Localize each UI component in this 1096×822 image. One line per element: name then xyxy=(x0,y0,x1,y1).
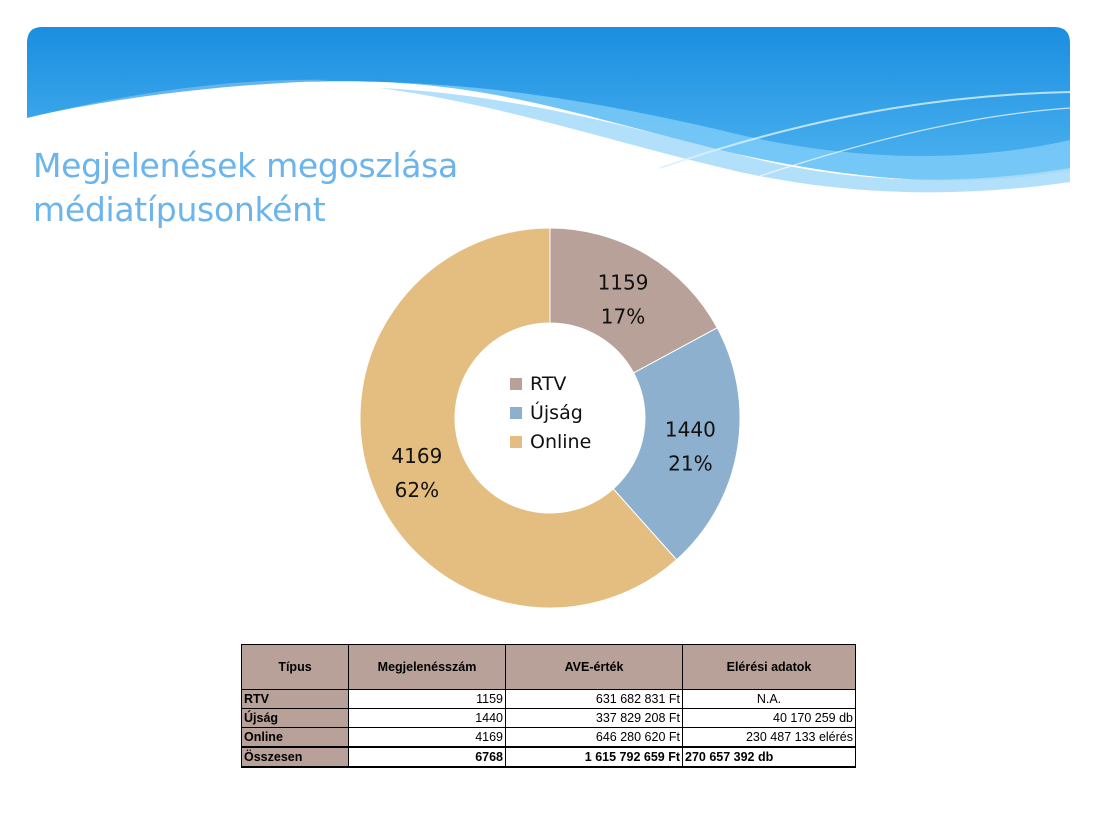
cell-reach: 40 170 259 db xyxy=(682,708,856,728)
table-row: Újság 1440 337 829 208 Ft 40 170 259 db xyxy=(241,708,856,728)
cell-ave: 646 280 620 Ft xyxy=(505,727,683,748)
slide-title: Megjelenések megoszlása médiatípusonként xyxy=(33,144,553,232)
header-ave-ertek: AVE-érték xyxy=(505,644,683,690)
slice-value-label-ujsag: 1440 xyxy=(665,418,716,442)
legend-swatch-ujsag xyxy=(510,407,522,419)
table-header-row: Típus Megjelenésszám AVE-érték Elérési a… xyxy=(241,644,856,690)
cell-count: 4169 xyxy=(348,727,506,748)
legend-label-ujsag: Újság xyxy=(530,400,583,424)
table-row: Online 4169 646 280 620 Ft 230 487 133 e… xyxy=(241,727,856,748)
cell-reach: 230 487 133 elérés xyxy=(682,727,856,748)
slice-rtv xyxy=(549,227,718,374)
slide-title-line1: Megjelenések megoszlása xyxy=(33,146,458,185)
legend-label-rtv: RTV xyxy=(530,373,566,395)
donut-chart: 1159 17% 1440 21% 4169 62% RTV Újság Online xyxy=(359,227,741,609)
slice-percent-label-online: 62% xyxy=(395,478,439,502)
slice-percent-label-ujsag: 21% xyxy=(668,452,712,476)
cell-total-count: 6768 xyxy=(348,746,506,768)
legend-label-online: Online xyxy=(530,431,591,453)
legend-swatch-online xyxy=(510,436,522,448)
cell-type: RTV xyxy=(241,689,349,709)
cell-ave: 631 682 831 Ft xyxy=(505,689,683,709)
header-banner xyxy=(27,27,1071,193)
slice-value-label-rtv: 1159 xyxy=(598,271,649,295)
cell-ave: 337 829 208 Ft xyxy=(505,708,683,728)
header-elerasi-adatok: Elérési adatok xyxy=(682,644,856,690)
header-megjelenesszam: Megjelenésszám xyxy=(348,644,506,690)
cell-total-type: Összesen xyxy=(241,746,349,768)
cell-reach: N.A. xyxy=(682,689,856,709)
cell-type: Online xyxy=(241,727,349,748)
slice-percent-label-rtv: 17% xyxy=(601,305,645,329)
cell-type: Újság xyxy=(241,708,349,728)
slide-title-line2: médiatípusonként xyxy=(33,190,326,229)
cell-total-reach: 270 657 392 db xyxy=(682,746,856,768)
legend-swatch-rtv xyxy=(510,378,522,390)
table-total-row: Összesen 6768 1 615 792 659 Ft 270 657 3… xyxy=(241,746,856,768)
data-table: Típus Megjelenésszám AVE-érték Elérési a… xyxy=(241,644,856,768)
slice-ujsag xyxy=(612,327,741,561)
cell-count: 1440 xyxy=(348,708,506,728)
slice-value-label-online: 4169 xyxy=(391,444,442,468)
cell-total-ave: 1 615 792 659 Ft xyxy=(505,746,683,768)
table-row: RTV 1159 631 682 831 Ft N.A. xyxy=(241,689,856,709)
slice-online xyxy=(359,227,678,609)
header-tipus: Típus xyxy=(241,644,349,690)
cell-count: 1159 xyxy=(348,689,506,709)
